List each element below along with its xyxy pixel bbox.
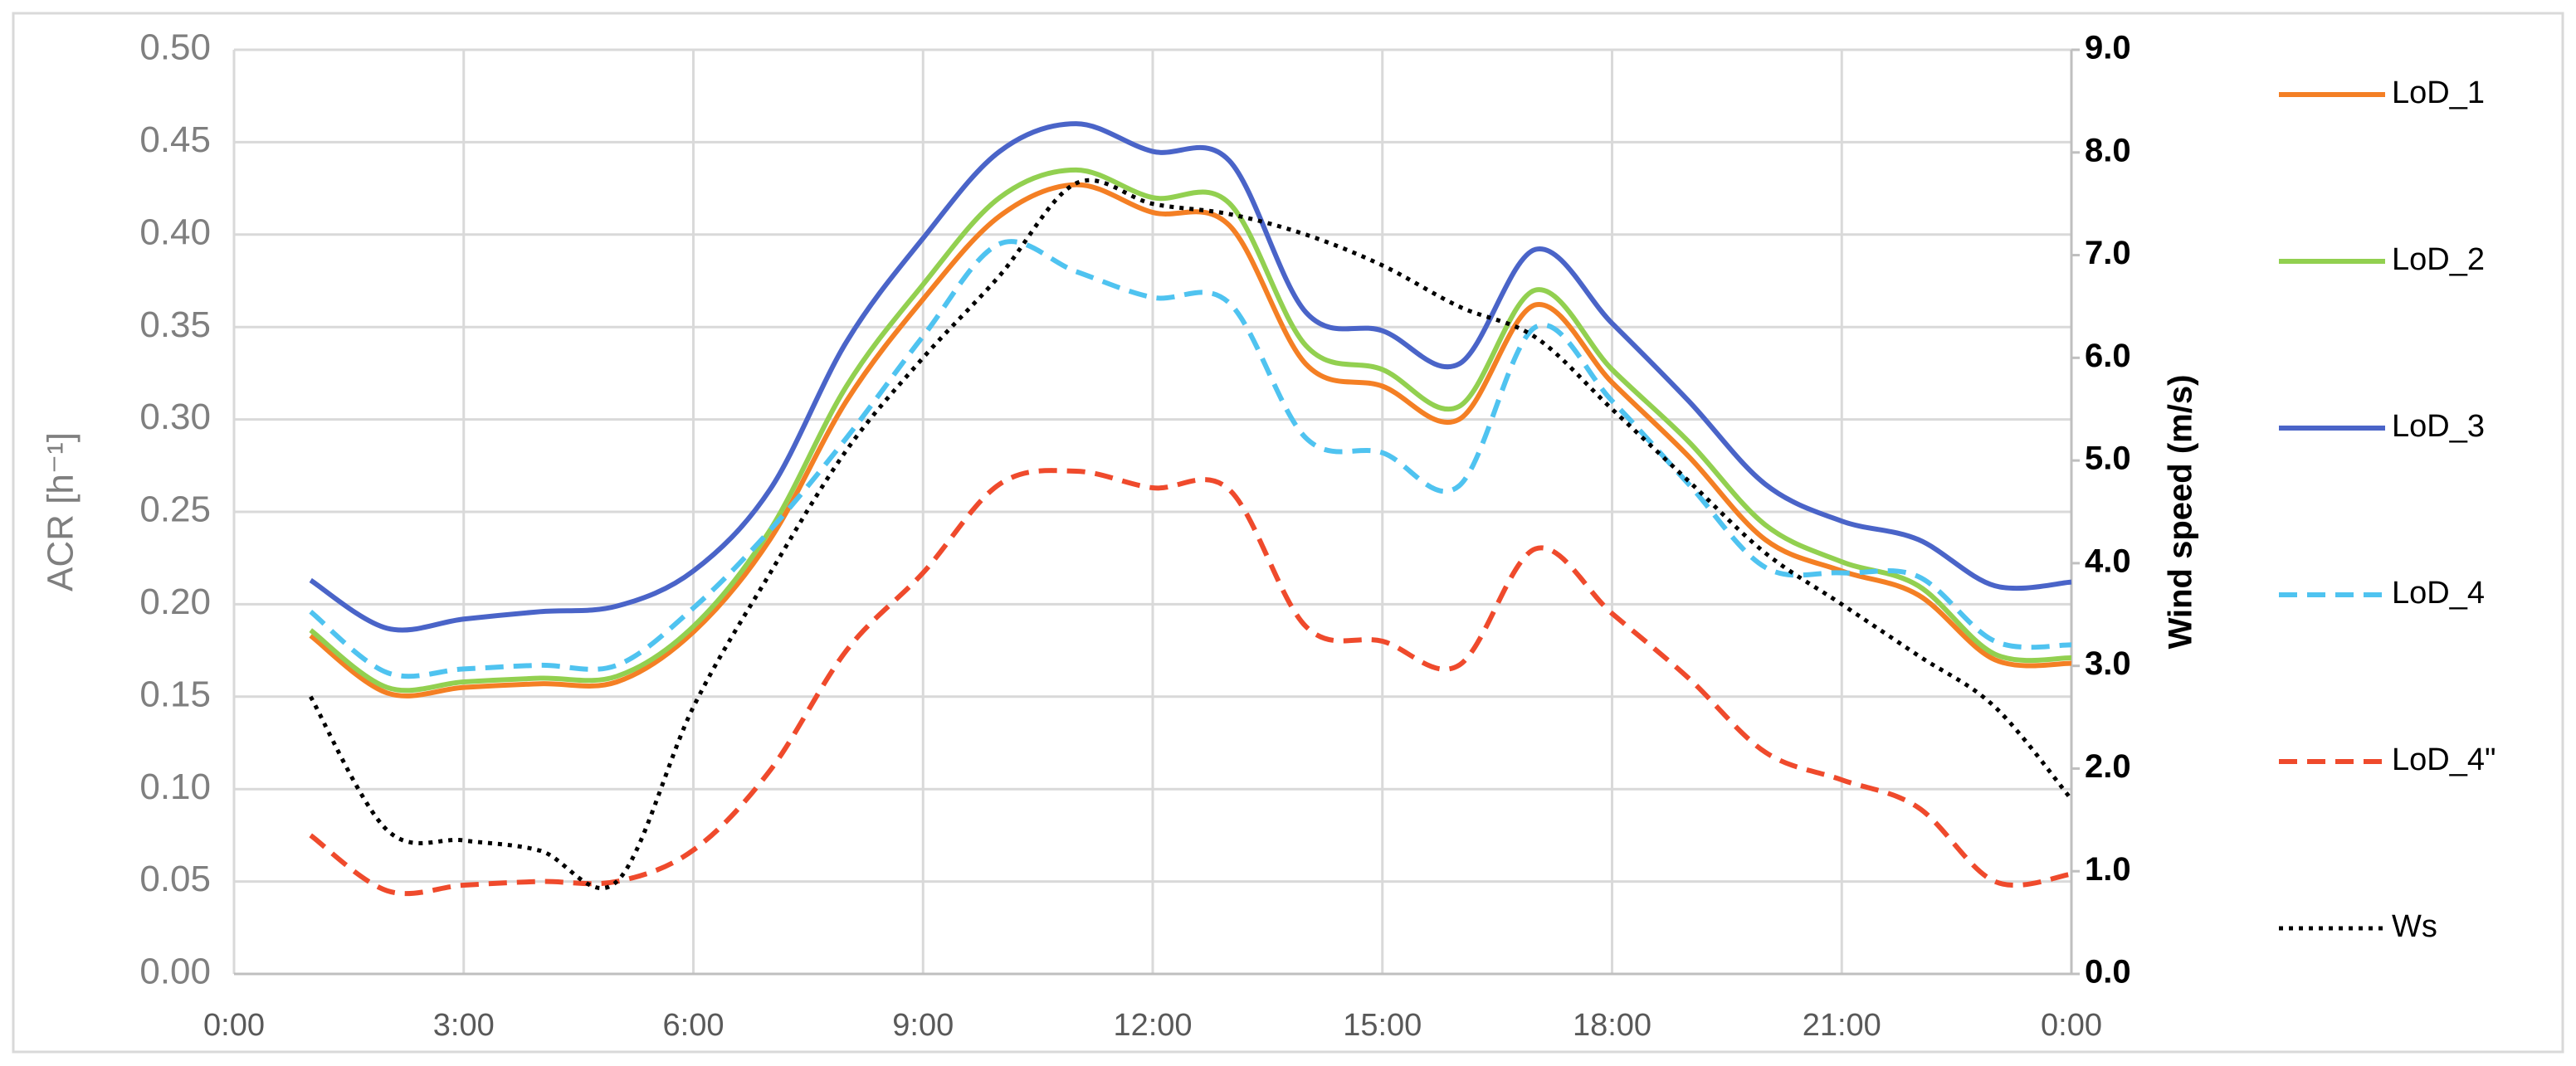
y2-tick-label: 4.0 [2085, 543, 2131, 579]
series-line [309, 121, 2072, 633]
series-line [309, 239, 2072, 679]
legend-label: LoD_4 [2392, 576, 2485, 611]
y-tick-label: 0.10 [139, 767, 211, 807]
series-line [309, 182, 2072, 698]
y-tick-label: 0.05 [139, 859, 211, 899]
x-tick-label: 21:00 [1803, 1008, 1881, 1043]
legend-label: LoD_4" [2392, 742, 2496, 777]
legend-label: LoD_1 [2392, 75, 2485, 110]
y2-axis-title: Wind speed (m/s) [2163, 375, 2199, 650]
y2-tick-label: 6.0 [2085, 338, 2131, 374]
y-tick-label: 0.30 [139, 397, 211, 437]
y2-tick-label: 5.0 [2085, 441, 2131, 477]
y-axis-title: ACR [h⁻¹] [41, 432, 81, 591]
y-tick-label: 0.35 [139, 304, 211, 345]
legend-label: LoD_2 [2392, 242, 2485, 277]
x-tick-label: 6:00 [663, 1008, 724, 1043]
y-tick-label: 0.00 [139, 952, 211, 992]
series-line [309, 167, 2072, 694]
x-tick-label: 18:00 [1573, 1008, 1651, 1043]
y-tick-label: 0.20 [139, 582, 211, 622]
y-tick-label: 0.15 [139, 674, 211, 714]
y-tick-label: 0.50 [139, 27, 211, 68]
y2-tick-label: 9.0 [2085, 30, 2131, 66]
y-tick-label: 0.25 [139, 489, 211, 530]
chart-frame [12, 12, 2564, 1054]
y2-tick-label: 8.0 [2085, 132, 2131, 168]
x-tick-label: 0:00 [2041, 1008, 2102, 1043]
y2-tick-label: 2.0 [2085, 748, 2131, 785]
y2-tick-label: 0.0 [2085, 954, 2131, 991]
y-tick-label: 0.45 [139, 119, 211, 160]
x-tick-label: 9:00 [892, 1008, 954, 1043]
x-tick-label: 3:00 [433, 1008, 495, 1043]
y-tick-label: 0.40 [139, 212, 211, 252]
y2-tick-label: 3.0 [2085, 645, 2131, 682]
legend-label: LoD_3 [2392, 409, 2485, 444]
x-tick-label: 12:00 [1113, 1008, 1192, 1043]
series-line [309, 468, 2072, 897]
x-tick-label: 15:00 [1343, 1008, 1422, 1043]
y2-tick-label: 1.0 [2085, 851, 2131, 888]
x-tick-label: 0:00 [203, 1008, 265, 1043]
legend-label: Ws [2392, 909, 2437, 944]
y2-tick-label: 7.0 [2085, 235, 2131, 271]
